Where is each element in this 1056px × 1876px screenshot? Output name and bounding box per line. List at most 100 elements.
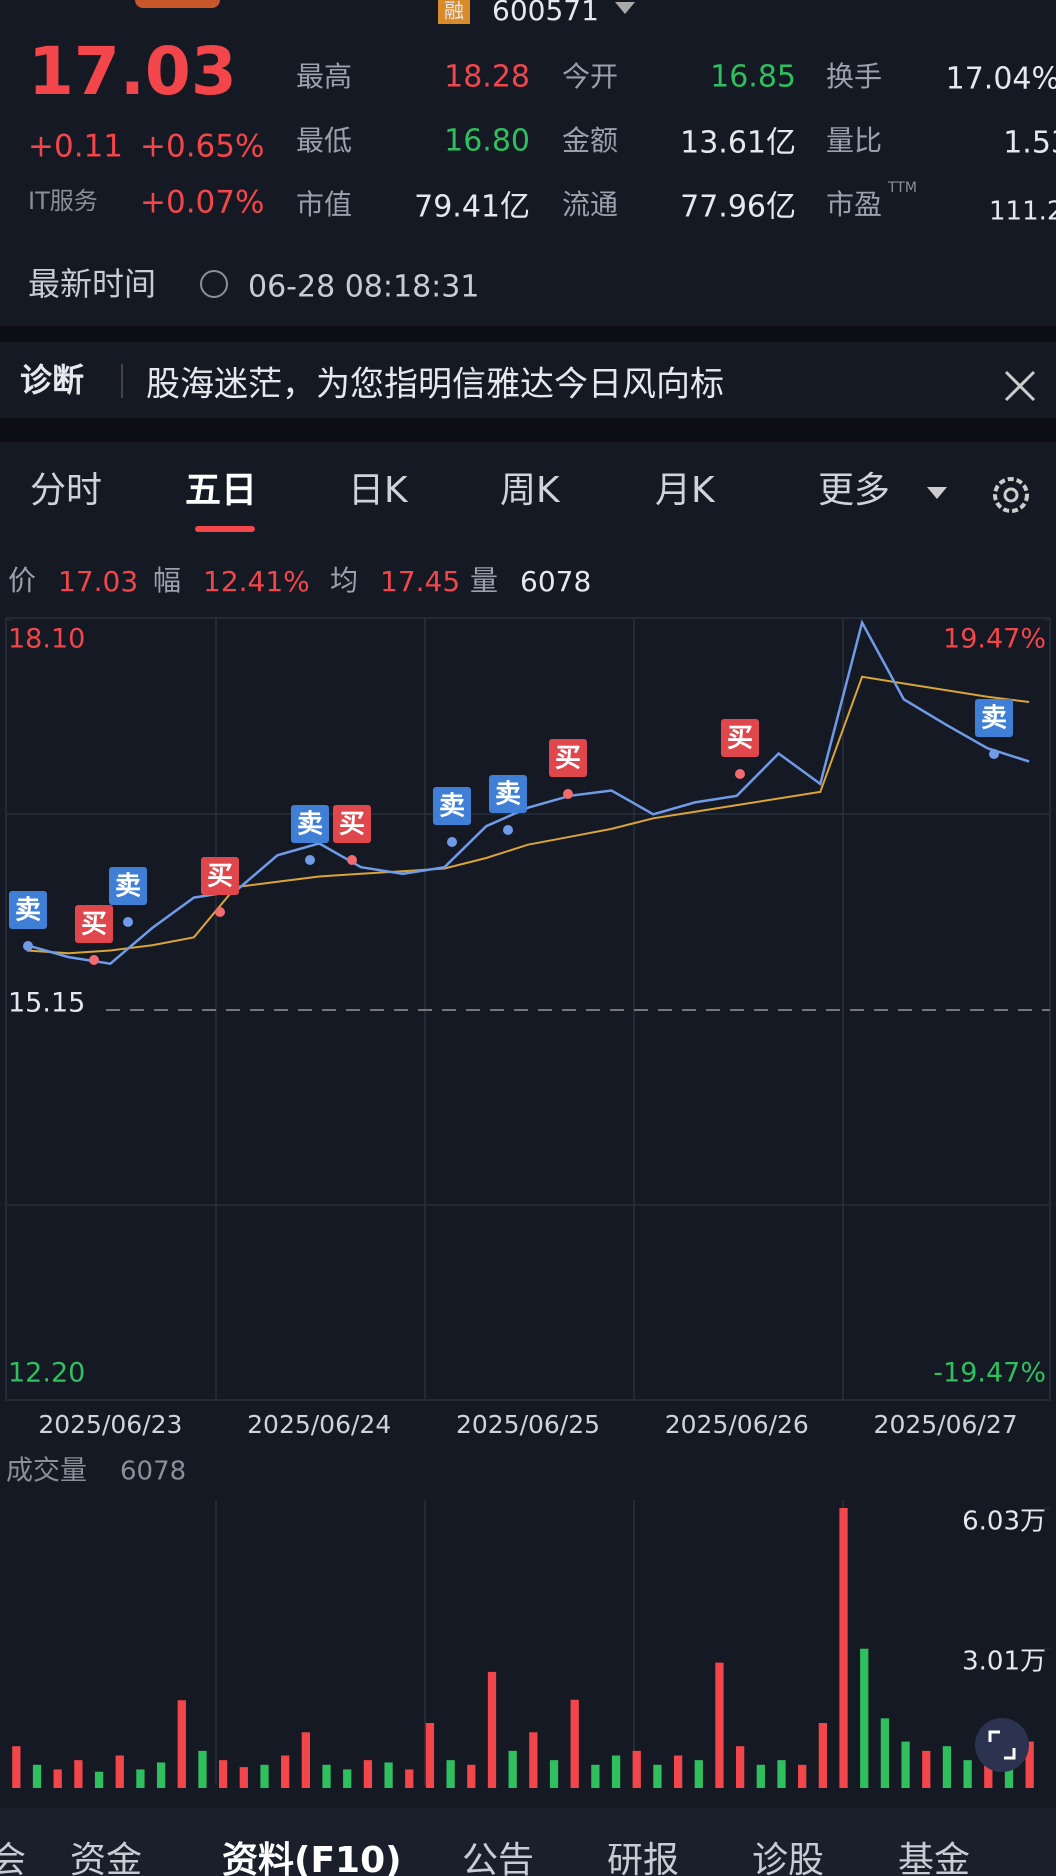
volume-bar [756, 1764, 765, 1788]
volume-bar [198, 1750, 207, 1788]
info-value: 12.41% [203, 565, 310, 598]
volume-bar [839, 1508, 848, 1788]
volume-bar [798, 1764, 807, 1788]
y-tick-label: 6.03万 [962, 1507, 1046, 1537]
tabs: 分时 五日 日K 周K 月K 更多 [30, 470, 890, 511]
stat-value: 16.85 [710, 60, 796, 95]
volume-bar [177, 1700, 186, 1788]
trade-marker[interactable] [9, 891, 47, 929]
logo-fragment [135, 0, 220, 8]
bottom-tab[interactable]: 公告 [462, 1840, 534, 1876]
volume-bar [446, 1760, 455, 1788]
volume-bar [32, 1764, 42, 1788]
stat-value: 1.53 [1003, 126, 1056, 161]
stats: 最高 18.28 今开 16.85 换手 17.04% 最低 16.80 金额 … [296, 60, 1056, 227]
volume-bar [467, 1764, 476, 1788]
info-bar: 价 17.03 幅 12.41% 均 17.45 量 6078 [8, 564, 591, 598]
volume-bar [281, 1755, 290, 1788]
volume-bar [53, 1769, 62, 1788]
trade-dot [305, 855, 315, 865]
volume-bar [301, 1732, 310, 1788]
bottom-tab[interactable]: 资料(F10) [222, 1840, 402, 1876]
trade-marker[interactable] [433, 787, 471, 825]
tab[interactable]: 日K [348, 470, 409, 511]
stat-label: 量比 [826, 124, 882, 157]
fullscreen-icon [988, 1730, 1016, 1760]
stat-sup: TTM [887, 180, 917, 196]
stock-code[interactable]: 600571 [492, 0, 599, 27]
more-arrow[interactable] [927, 487, 947, 499]
stat-value: 111.28 [989, 197, 1056, 227]
trade-marker[interactable] [975, 699, 1013, 737]
change: +0.11 [28, 129, 123, 165]
trade-marker[interactable] [109, 867, 147, 905]
stat-label: 换手 [826, 60, 882, 93]
trade-marker[interactable] [549, 739, 587, 777]
trade-dot [735, 769, 745, 779]
volume-value: 6078 [120, 1457, 186, 1487]
dropdown-icon[interactable] [615, 2, 635, 14]
trade-dot [447, 837, 457, 847]
volume-bar [239, 1767, 248, 1788]
stat-value: 79.41亿 [414, 190, 530, 225]
volume-bar [922, 1750, 931, 1788]
y2-tick-label: 19.47% [943, 624, 1046, 655]
tab-underline [195, 526, 255, 532]
trade-marker[interactable] [333, 805, 371, 843]
price-grid [5, 617, 1051, 1785]
volume-bar [818, 1722, 827, 1788]
bottom-tab[interactable]: 研报 [607, 1840, 679, 1876]
sector[interactable]: IT服务 [28, 187, 98, 215]
settings-icon[interactable] [993, 477, 1029, 513]
sector-pct: +0.07% [140, 185, 264, 221]
volume-bar [715, 1662, 724, 1788]
y-tick-label: 12.20 [8, 1358, 85, 1389]
stat-value: 13.61亿 [680, 126, 796, 161]
trade-dot [503, 825, 513, 835]
info-value: 17.45 [380, 565, 460, 598]
trade-marker[interactable] [201, 857, 239, 895]
stat-label: 流通 [562, 188, 618, 221]
trade-marker[interactable] [721, 719, 759, 757]
bottom-tab[interactable]: 基金 [898, 1840, 970, 1876]
trade-marker[interactable] [489, 775, 527, 813]
info-icon[interactable] [200, 270, 228, 298]
trade-label: 卖 [115, 872, 141, 902]
volume-bar [1004, 1764, 1014, 1788]
tab[interactable]: 周K [500, 470, 561, 511]
diagnosis-text[interactable]: 股海迷茫，为您指明信雅达今日风向标 [146, 365, 724, 405]
trade-label: 卖 [15, 896, 41, 926]
info-label: 均 [330, 564, 358, 597]
close-icon[interactable] [1004, 370, 1036, 402]
trade-dot [123, 917, 133, 927]
tab[interactable]: 更多 [818, 470, 890, 511]
volume-bar [94, 1771, 104, 1788]
tab[interactable]: 分时 [30, 470, 102, 511]
tab[interactable]: 五日 [185, 470, 257, 511]
trade-label: 买 [207, 862, 233, 892]
bottom-tab[interactable]: 诊股 [752, 1840, 824, 1876]
trade-dot [23, 941, 33, 951]
fullscreen-button[interactable] [975, 1718, 1029, 1772]
trade-marker[interactable] [291, 805, 329, 843]
volume-bar [219, 1760, 228, 1788]
volume-bar [322, 1764, 331, 1788]
volume-bar [156, 1762, 166, 1788]
stat-value: 17.04% [946, 62, 1056, 97]
trade-label: 买 [555, 744, 581, 774]
bottom-tab[interactable]: 会 [0, 1840, 26, 1876]
volume-bar [115, 1755, 124, 1788]
x-tick-label: 2025/06/23 [38, 1410, 182, 1439]
volume-bar [736, 1746, 745, 1788]
tab[interactable]: 月K [655, 470, 716, 511]
trade-label: 卖 [439, 792, 465, 822]
trade-label: 卖 [981, 704, 1007, 734]
bottom-tab[interactable]: 资金 [70, 1840, 142, 1876]
x-tick-label: 2025/06/27 [874, 1410, 1018, 1439]
bottom-tabs: 会 资金 资料(F10) 公告 研报 诊股 基金 [0, 1840, 970, 1876]
trade-marker[interactable] [75, 905, 113, 943]
stat-label: 市盈 [826, 188, 882, 221]
trade-label: 卖 [495, 780, 521, 810]
stat-value: 18.28 [444, 60, 530, 95]
